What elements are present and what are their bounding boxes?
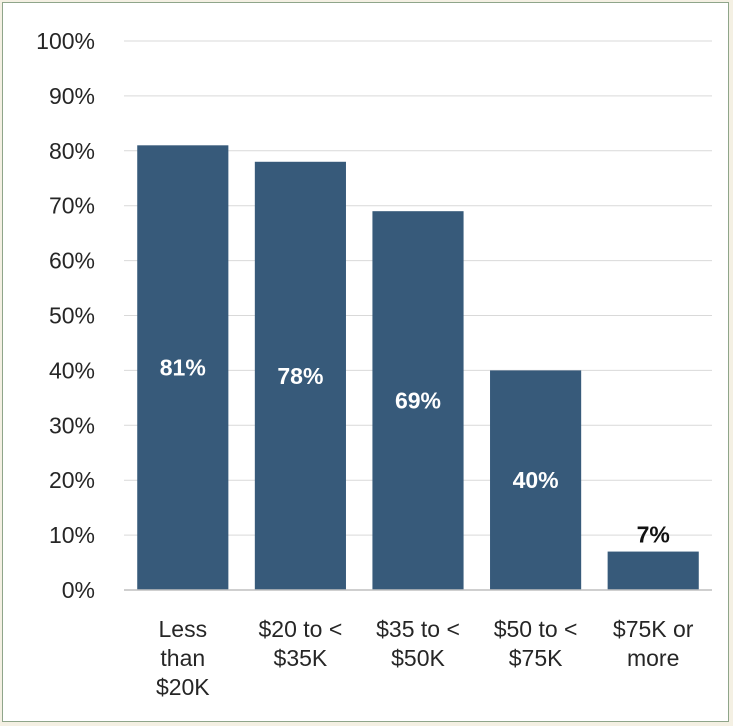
data-label: 40% [513, 467, 559, 493]
x-tick-label-line: $75K or [613, 616, 694, 642]
y-tick-label: 0% [62, 577, 95, 603]
x-tick-label-line: $35 to < [376, 616, 460, 642]
bar [137, 145, 229, 590]
x-tick-label-line: $75K [509, 645, 563, 671]
y-tick-label: 60% [49, 248, 95, 274]
x-tick-label-line: Less [159, 616, 208, 642]
x-tick-label: $35 to < $50K [376, 616, 460, 671]
x-tick-label-line: $20K [156, 674, 210, 700]
y-tick-label: 40% [49, 357, 95, 383]
y-tick-label: 20% [49, 467, 95, 493]
bar [490, 370, 582, 590]
x-tick-label-line: $50 to < [494, 616, 578, 642]
y-tick-label: 90% [49, 83, 95, 109]
x-tick-label-line: $20 to < [259, 616, 343, 642]
y-tick-label: 10% [49, 522, 95, 548]
x-tick-label-line: $50K [391, 645, 445, 671]
data-label: 69% [395, 388, 441, 414]
bar [254, 161, 346, 590]
y-tick-label: 100% [36, 28, 95, 54]
y-tick-label: 30% [49, 412, 95, 438]
y-axis: 0% 10% 20% 30% 40% 50% 60% 70% 80% 90% 100% [36, 28, 95, 603]
y-tick-label: 80% [49, 138, 95, 164]
x-axis: Less than $20K $20 to < $35K $35 to < $50K $50 … [124, 589, 712, 700]
x-tick-label-line: more [627, 645, 679, 671]
bar [607, 551, 699, 590]
data-labels: 81% 78% 69% 40% 7% [160, 355, 670, 548]
x-tick-label: $75K or more [613, 616, 694, 671]
data-label: 7% [637, 522, 670, 548]
x-tick-label: Less than $20K [156, 616, 210, 700]
x-tick-label-line: $35K [274, 645, 328, 671]
data-label: 81% [160, 355, 206, 381]
x-tick-label: $50 to < $75K [494, 616, 578, 671]
data-label: 78% [277, 363, 323, 389]
y-tick-label: 70% [49, 193, 95, 219]
x-tick-label-line: than [160, 645, 205, 671]
bars [137, 145, 699, 590]
x-tick-label: $20 to < $35K [259, 616, 343, 671]
bar [372, 211, 464, 590]
y-tick-label: 50% [49, 303, 95, 329]
